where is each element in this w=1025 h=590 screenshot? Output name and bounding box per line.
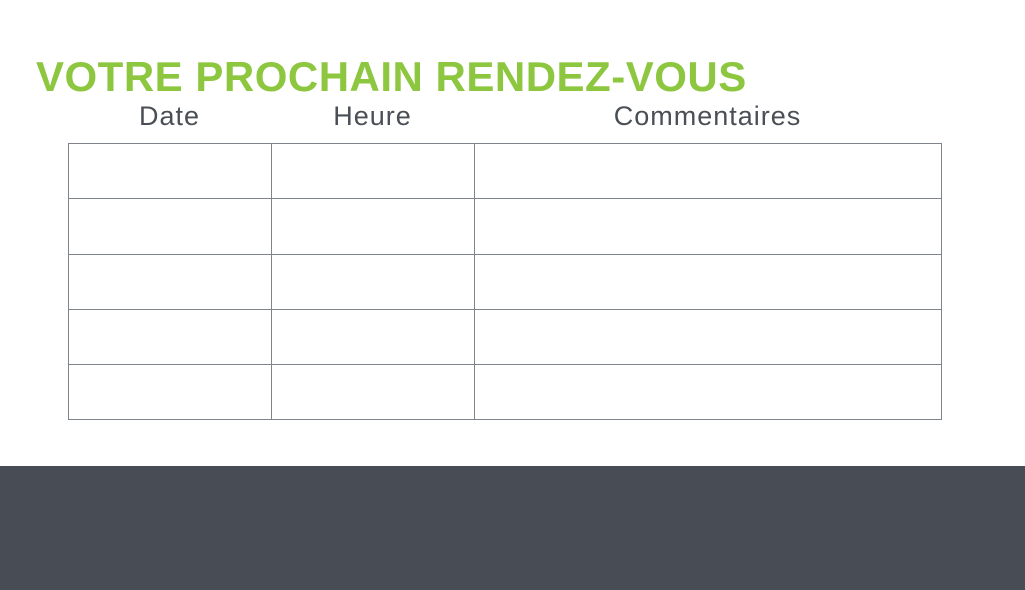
cell-date[interactable] — [68, 142, 272, 200]
cell-commentaires[interactable] — [474, 308, 942, 366]
footer-bar — [0, 466, 1025, 590]
table-row — [68, 142, 942, 200]
column-header-heure: Heure — [333, 101, 412, 131]
cell-heure[interactable] — [271, 142, 475, 200]
cell-heure[interactable] — [271, 253, 475, 310]
table-row — [68, 253, 942, 310]
column-header-date: Date — [138, 101, 201, 131]
cell-commentaires[interactable] — [474, 364, 942, 421]
cell-commentaires[interactable] — [474, 253, 942, 310]
cell-commentaires[interactable] — [474, 142, 942, 200]
column-header-commentaires: Commentaires — [613, 101, 802, 131]
table-row — [68, 308, 942, 366]
cell-commentaires[interactable] — [474, 198, 942, 255]
table-column-headers: Date Heure Commentaires — [0, 101, 1025, 133]
cell-date[interactable] — [68, 364, 272, 421]
table-row — [68, 198, 942, 255]
table-row — [68, 364, 942, 421]
cell-date[interactable] — [68, 253, 272, 310]
cell-date[interactable] — [68, 308, 272, 366]
cell-heure[interactable] — [271, 364, 475, 421]
cell-heure[interactable] — [271, 198, 475, 255]
cell-heure[interactable] — [271, 308, 475, 366]
appointments-table — [68, 142, 942, 421]
cell-date[interactable] — [68, 198, 272, 255]
page-title: VOTRE PROCHAIN RENDEZ-VOUS — [36, 53, 747, 101]
